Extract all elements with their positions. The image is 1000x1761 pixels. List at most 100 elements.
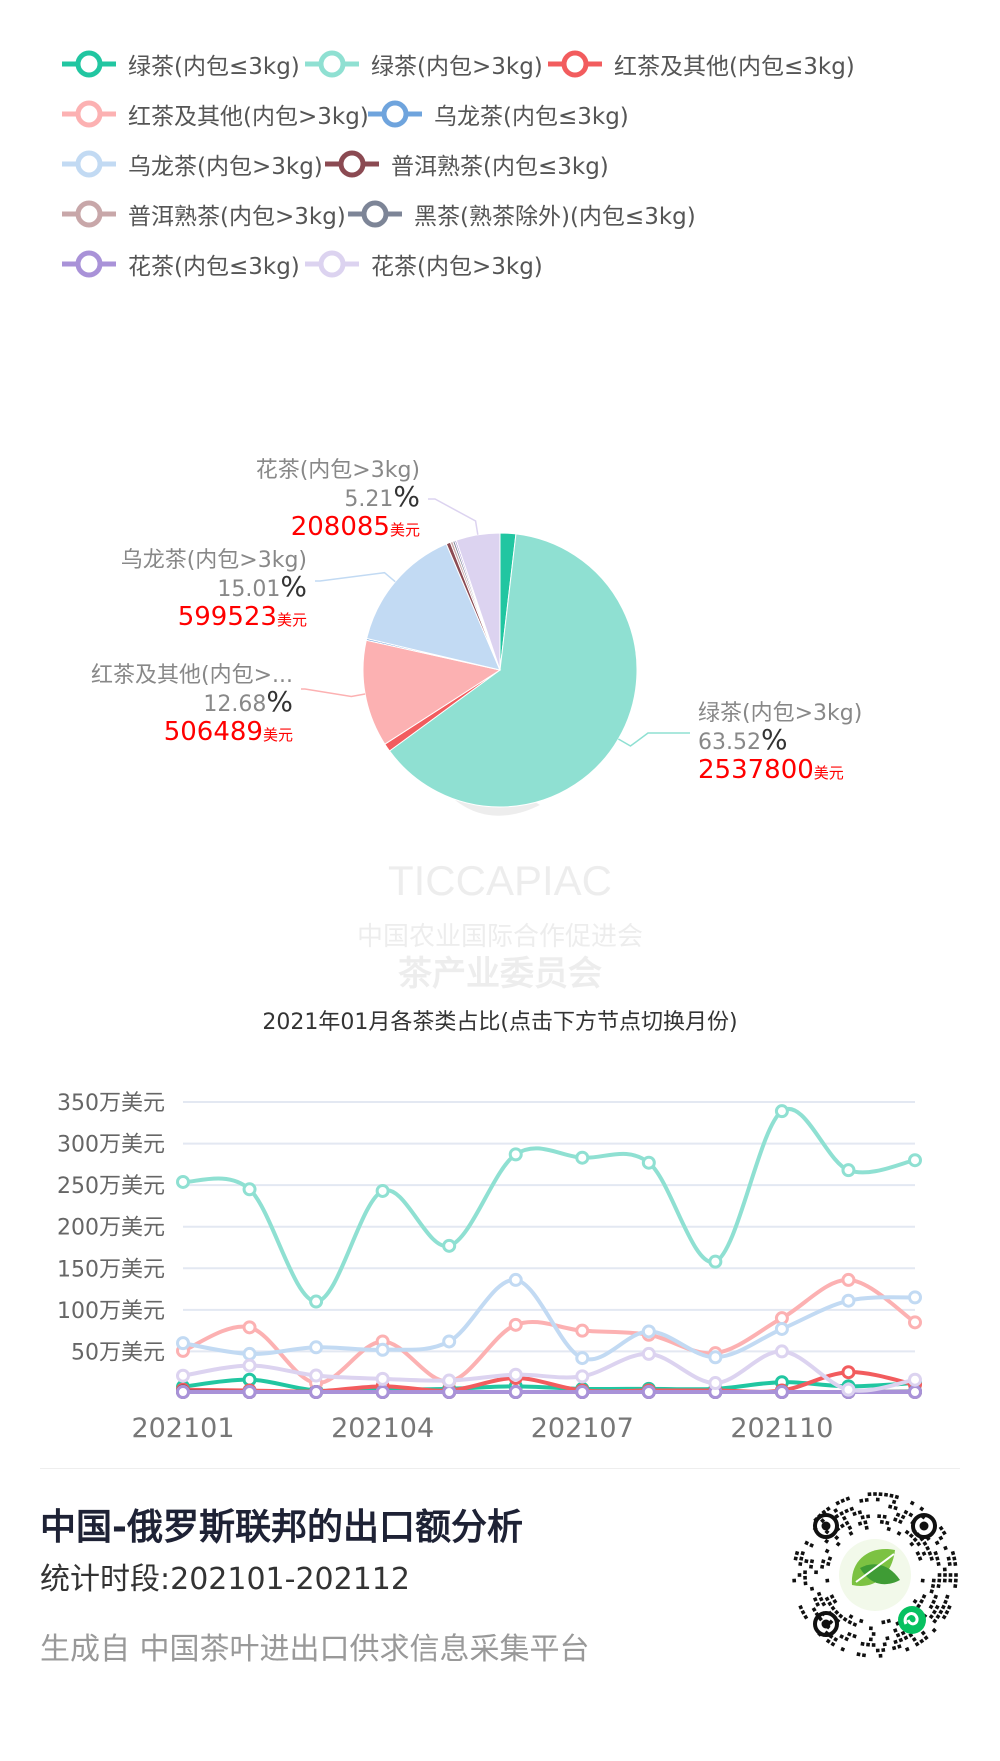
series-point[interactable]	[176, 1336, 190, 1351]
pie-chart-caption: 2021年01月各茶类占比(点击下方节点切换月份)	[262, 1010, 738, 1035]
legend-marker-icon	[62, 50, 116, 78]
series-point[interactable]	[575, 1369, 590, 1384]
pie-chart: TICCAPIAC 中国农业国际合作促进会 茶产业委员会 绿茶(内包>3kg)6…	[91, 458, 862, 994]
pie-label-line	[301, 688, 366, 698]
legend-label: 黑茶(熟茶除外)(内包≤3kg)	[414, 204, 696, 230]
legend-marker-icon	[548, 50, 602, 78]
legend-item[interactable]: 普洱熟茶(内包≤3kg)	[325, 144, 609, 184]
series-point[interactable]	[309, 1294, 324, 1309]
series-point[interactable]	[442, 1385, 457, 1399]
series-point[interactable]	[242, 1182, 257, 1197]
series-point[interactable]	[442, 1373, 457, 1388]
pie-slice[interactable]	[455, 532, 501, 671]
legend-label: 绿茶(内包>3kg)	[371, 54, 543, 80]
legend-label: 普洱熟茶(内包>3kg)	[128, 204, 346, 230]
legend-label: 花茶(内包≤3kg)	[128, 254, 300, 280]
series-point[interactable]	[242, 1385, 257, 1399]
series-point[interactable]	[908, 1153, 922, 1168]
series-point[interactable]	[908, 1290, 922, 1305]
series-point[interactable]	[176, 1174, 190, 1189]
series-point[interactable]	[242, 1358, 257, 1373]
legend-item[interactable]: 绿茶(内包>3kg)	[305, 44, 543, 84]
legend-marker-icon	[348, 200, 402, 228]
watermark-org-line2: 茶产业委员会	[398, 954, 602, 994]
legend-item[interactable]: 黑茶(熟茶除外)(内包≤3kg)	[348, 194, 696, 234]
pie-slice[interactable]	[366, 543, 501, 671]
legend-marker-icon	[62, 250, 116, 278]
y-tick-label: 300万美元	[57, 1133, 165, 1158]
legend-label: 红茶及其他(内包≤3kg)	[614, 54, 855, 80]
series-point[interactable]	[508, 1385, 523, 1399]
series-point[interactable]	[841, 1382, 856, 1397]
series-point[interactable]	[841, 1272, 856, 1287]
legend-label: 花茶(内包>3kg)	[371, 254, 543, 280]
series-point[interactable]	[242, 1346, 257, 1361]
series-point[interactable]	[774, 1385, 789, 1399]
pie-label-line	[315, 571, 396, 583]
series-point[interactable]	[575, 1323, 590, 1338]
pie-slice-label: 绿茶(内包>3kg)	[698, 701, 862, 726]
y-tick-label: 100万美元	[57, 1299, 165, 1324]
series-point[interactable]	[176, 1368, 190, 1383]
legend-marker-icon	[325, 150, 379, 178]
series-point[interactable]	[375, 1183, 390, 1198]
pie-slice-label: 花茶(内包>3kg)	[256, 458, 420, 483]
legend-item[interactable]: 红茶及其他(内包≤3kg)	[548, 44, 855, 84]
series-point[interactable]	[442, 1334, 457, 1349]
legend-item[interactable]: 绿茶(内包≤3kg)	[62, 44, 300, 84]
series-point[interactable]	[908, 1385, 922, 1399]
series-point[interactable]	[375, 1385, 390, 1399]
series-point[interactable]	[575, 1351, 590, 1366]
series-point[interactable]	[242, 1320, 257, 1335]
line-chart: 50万美元 100万美元 150万美元 200万美元 250万美元 300万美元 350万美…	[57, 1091, 922, 1444]
series-point[interactable]	[708, 1254, 723, 1269]
pie-label-line	[617, 732, 690, 747]
series-point[interactable]	[641, 1155, 656, 1170]
series-point[interactable]	[908, 1315, 922, 1330]
pie-slice-value: 2537800美元	[698, 755, 844, 785]
series-point[interactable]	[508, 1367, 523, 1382]
series-point[interactable]	[442, 1238, 457, 1253]
series-point[interactable]	[309, 1368, 324, 1383]
watermark-org-line1: 中国农业国际合作促进会	[357, 922, 643, 952]
legend-item[interactable]: 乌龙茶(内包>3kg)	[62, 144, 323, 184]
legend-item[interactable]: 乌龙茶(内包≤3kg)	[368, 94, 629, 134]
series-point[interactable]	[841, 1163, 856, 1178]
series-point[interactable]	[841, 1293, 856, 1308]
legend-item[interactable]: 花茶(内包>3kg)	[305, 244, 543, 284]
series-point[interactable]	[641, 1385, 656, 1399]
series-point[interactable]	[375, 1342, 390, 1357]
series-point[interactable]	[708, 1350, 723, 1365]
series-point[interactable]	[641, 1324, 656, 1339]
legend-marker-icon	[368, 100, 422, 128]
series-point[interactable]	[774, 1104, 789, 1119]
pie-slice[interactable]	[362, 639, 502, 745]
y-tick-label: 50万美元	[71, 1340, 165, 1365]
series-point[interactable]	[774, 1344, 789, 1359]
mini-program-qr-code-icon[interactable]	[790, 1490, 960, 1660]
series-point[interactable]	[708, 1376, 723, 1391]
legend-item[interactable]: 普洱熟茶(内包>3kg)	[62, 194, 346, 234]
series-point[interactable]	[375, 1371, 390, 1386]
series-point[interactable]	[176, 1385, 190, 1399]
series-line	[182, 1106, 916, 1304]
series-point[interactable]	[575, 1385, 590, 1399]
series-point[interactable]	[641, 1346, 656, 1361]
series-point[interactable]	[508, 1272, 523, 1287]
legend-item[interactable]: 红茶及其他(内包>3kg)	[62, 94, 369, 134]
series-point[interactable]	[508, 1147, 523, 1162]
pie-slice-label: 乌龙茶(内包>3kg)	[121, 548, 307, 573]
series-point[interactable]	[309, 1340, 324, 1355]
legend-marker-icon	[305, 50, 359, 78]
report-source: 生成自 中国茶叶进出口供求信息采集平台	[40, 1632, 590, 1667]
legend-label: 乌龙茶(内包>3kg)	[128, 154, 323, 180]
legend-item[interactable]: 花茶(内包≤3kg)	[62, 244, 300, 284]
series-point[interactable]	[908, 1372, 922, 1387]
x-tick-label: 202104	[331, 1413, 434, 1444]
series-point[interactable]	[309, 1385, 324, 1399]
legend-marker-icon	[62, 150, 116, 178]
series-point[interactable]	[508, 1317, 523, 1332]
series-point[interactable]	[841, 1365, 856, 1380]
series-point[interactable]	[575, 1150, 590, 1165]
series-point[interactable]	[774, 1321, 789, 1336]
